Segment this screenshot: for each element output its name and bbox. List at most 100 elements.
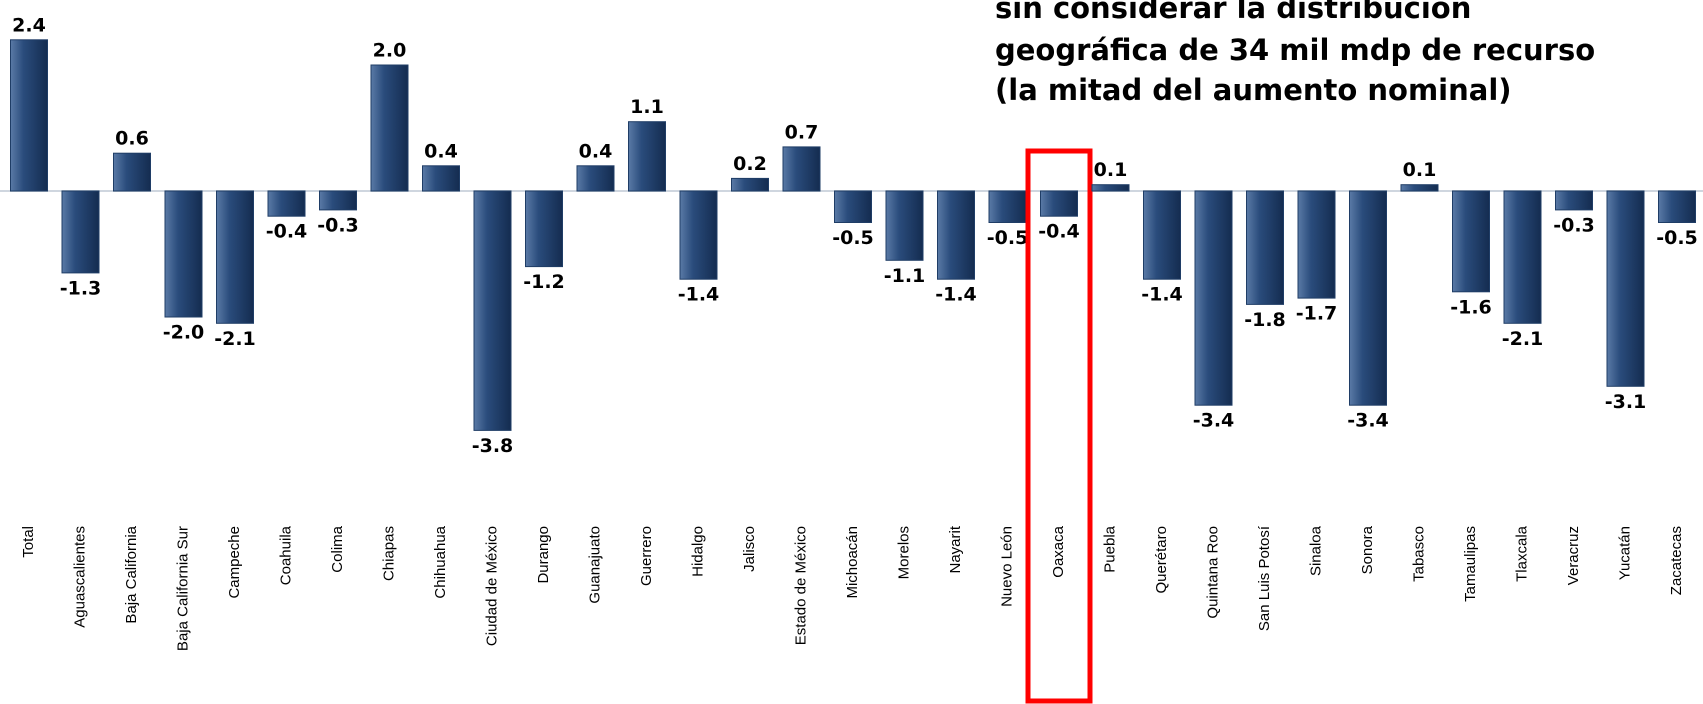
x-tick-label: Coahuila [277, 525, 294, 585]
data-label: -1.2 [523, 271, 565, 293]
bar [1091, 184, 1130, 192]
data-label: -0.3 [1553, 214, 1595, 236]
bar [422, 165, 460, 192]
bar [576, 165, 615, 192]
x-tick-label: Oaxaca [1050, 525, 1067, 577]
x-tick-label: Morelos [895, 526, 912, 579]
data-label: -0.5 [987, 227, 1029, 249]
bar [1400, 184, 1439, 192]
x-tick-label: Sonora [1359, 525, 1376, 574]
bar [1452, 190, 1490, 293]
data-label: -1.7 [1296, 303, 1338, 325]
bar [937, 190, 975, 280]
x-tick-label: Sinaloa [1307, 525, 1324, 576]
bar [1658, 190, 1696, 223]
bar [1555, 190, 1593, 211]
data-label: 0.2 [733, 153, 767, 175]
bar [525, 190, 563, 268]
bar [628, 121, 666, 192]
bar [1503, 190, 1542, 324]
data-label: -1.4 [935, 284, 977, 306]
x-tick-label: Nuevo León [998, 526, 1015, 607]
bar [1606, 190, 1645, 387]
bar [834, 190, 872, 223]
data-label: -1.1 [884, 265, 926, 287]
data-label: -1.4 [678, 284, 720, 306]
bar [1194, 190, 1233, 406]
x-tick-label: Chihuahua [432, 525, 449, 598]
x-tick-label: Total [20, 526, 37, 558]
x-tick-label: Quintana Roo [1204, 526, 1221, 619]
x-tick-label: Querétaro [1153, 526, 1170, 594]
x-tick-label: San Luis Potosí [1256, 525, 1273, 631]
data-label: -1.8 [1244, 309, 1286, 331]
data-label: -0.4 [1038, 221, 1080, 243]
bar [473, 190, 512, 431]
data-label: 1.1 [630, 96, 664, 118]
bar [164, 190, 203, 318]
bar [267, 190, 306, 217]
data-label: 2.4 [12, 14, 46, 36]
data-label: -3.4 [1193, 410, 1235, 432]
x-tick-label: Veracruz [1565, 526, 1582, 585]
data-label: -2.1 [1502, 328, 1544, 350]
x-tick-label: Baja California [123, 525, 140, 623]
highlight-box [1025, 148, 1093, 704]
data-label: -1.6 [1450, 296, 1492, 318]
data-label: -0.5 [1656, 227, 1698, 249]
data-label: -0.4 [266, 221, 308, 243]
chart-title: (la mitad del aumento nominal) [995, 73, 1512, 107]
data-label: 0.1 [1403, 159, 1437, 181]
bar [10, 39, 48, 192]
data-label: -3.1 [1605, 391, 1647, 413]
x-tick-label: Guanajuato [586, 526, 603, 604]
bar [319, 190, 357, 211]
x-tick-label: Puebla [1101, 525, 1118, 572]
data-label: -2.1 [214, 328, 256, 350]
x-tick-label: Guerrero [638, 526, 655, 586]
data-label: -0.3 [317, 214, 359, 236]
x-tick-label: Hidalgo [689, 526, 706, 577]
data-label: -0.5 [832, 227, 874, 249]
bar [731, 177, 769, 192]
bar [370, 64, 409, 192]
data-label: -1.3 [60, 277, 102, 299]
x-tick-label: Tamaulipas [1462, 526, 1479, 602]
data-label: 0.4 [424, 140, 458, 162]
bar [1349, 190, 1387, 406]
x-tick-label: Michoacán [844, 526, 861, 599]
x-tick-label: Tabasco [1410, 526, 1427, 582]
bar [679, 190, 718, 280]
data-label: -2.0 [163, 322, 205, 344]
x-tick-label: Campeche [226, 526, 243, 599]
bar [1246, 190, 1284, 305]
data-label: 0.1 [1094, 159, 1128, 181]
bar [1297, 190, 1336, 299]
bar [1040, 190, 1078, 217]
x-tick-label: Estado de México [792, 526, 809, 645]
data-label: 0.4 [579, 140, 613, 162]
data-label: -1.4 [1141, 284, 1183, 306]
x-tick-label: Jalisco [741, 526, 758, 572]
data-label: 2.0 [373, 40, 407, 62]
chart-title: sin considerar la distribución [995, 0, 1471, 25]
bar [216, 190, 254, 324]
data-label: -3.8 [472, 435, 514, 457]
x-tick-label: Colima [329, 525, 346, 572]
bar [1143, 190, 1181, 280]
bar [988, 190, 1027, 223]
bar [61, 190, 100, 274]
x-tick-label: Baja California Sur [174, 526, 191, 651]
x-tick-label: Ciudad de México [483, 526, 500, 646]
data-label: 0.7 [785, 121, 819, 143]
bar [885, 190, 924, 261]
x-tick-label: Tlaxcala [1513, 525, 1530, 582]
chart-title: geográfica de 34 mil mdp de recurso [995, 33, 1595, 67]
x-tick-label: Yucatán [1616, 526, 1633, 580]
data-label: -3.4 [1347, 410, 1389, 432]
x-tick-label: Chiapas [380, 526, 397, 581]
x-tick-label: Aguascalientes [71, 526, 88, 628]
bar [782, 146, 821, 192]
bar [113, 152, 151, 192]
